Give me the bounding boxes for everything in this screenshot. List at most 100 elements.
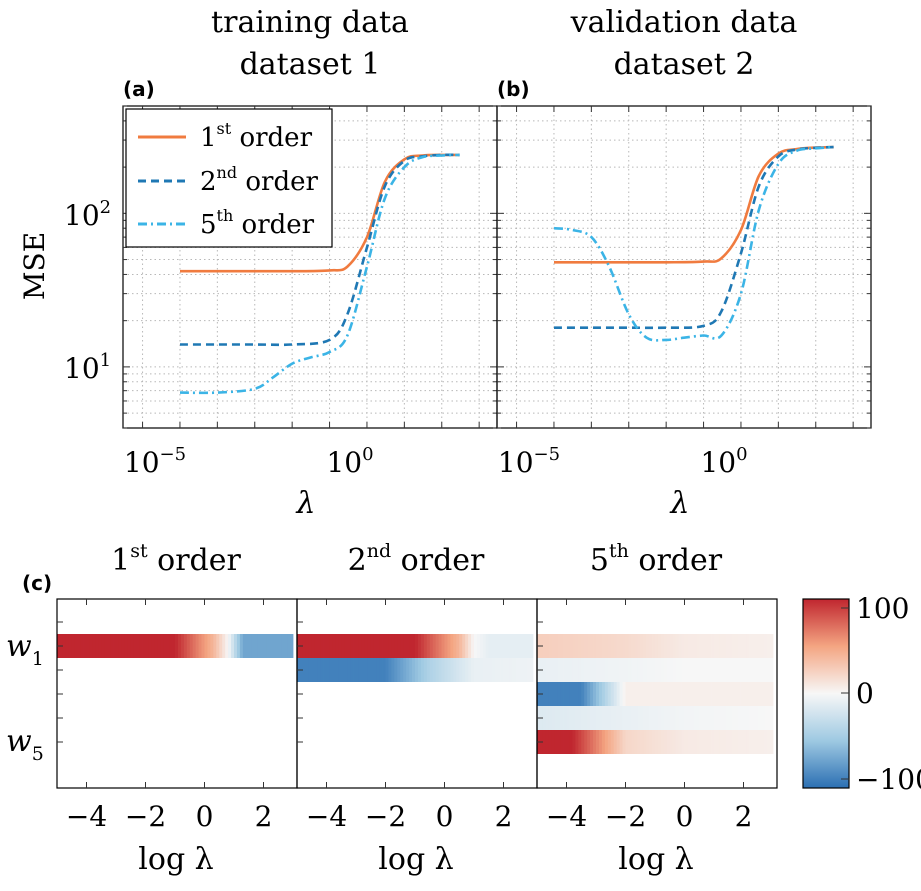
heatmap-cell — [675, 730, 679, 754]
heatmap-cell — [110, 634, 114, 658]
heatmap-cell — [672, 730, 677, 754]
heatmap-cell — [578, 682, 582, 706]
heatmap-cell — [557, 682, 561, 706]
heatmap-cell — [415, 634, 419, 658]
heatmap-cell — [593, 706, 597, 730]
heatmap-cell — [113, 634, 117, 658]
heatmap-cell — [435, 658, 439, 682]
heatmap-cell — [210, 634, 214, 658]
heatmap-cell — [474, 658, 478, 682]
heatmap-cell — [308, 658, 313, 682]
heatmap-cell — [545, 730, 550, 754]
heatmap-cell — [610, 658, 615, 682]
heatmap-cell — [637, 634, 641, 658]
heatmap-cell — [347, 658, 351, 682]
heatmap-cell — [370, 634, 375, 658]
heatmap-cell — [335, 634, 339, 658]
heatmap-cell — [622, 730, 626, 754]
heatmap-xtick-label: −4 — [546, 800, 587, 833]
heatmap-cell — [672, 706, 677, 730]
heatmap-cell — [607, 706, 612, 730]
heatmap-cell — [601, 682, 606, 706]
heatmap-cell — [767, 658, 771, 682]
heatmap-cell — [423, 658, 428, 682]
heatmap-cell — [361, 634, 366, 658]
heatmap-cell — [593, 658, 597, 682]
heatmap-cell — [761, 706, 765, 730]
heatmap-cell — [657, 706, 662, 730]
heatmap-cell — [637, 730, 641, 754]
heatmap-cell — [204, 634, 208, 658]
heatmap-cell — [462, 634, 466, 658]
panel-a-ytick-label: 101 — [64, 350, 111, 385]
heatmap-cell — [557, 706, 561, 730]
heatmap-cell — [412, 634, 416, 658]
heatmap-cell — [678, 682, 682, 706]
heatmap-cell — [714, 682, 718, 706]
heatmap-cell — [593, 634, 597, 658]
heatmap-cell — [566, 706, 570, 730]
heatmap-cell — [479, 658, 484, 682]
panel-a-grid — [123, 105, 497, 429]
heatmap-cell — [764, 706, 768, 730]
heatmap-cell — [545, 706, 550, 730]
heatmap-cell — [696, 658, 700, 682]
heatmap-cell — [77, 634, 81, 658]
heatmap-cell — [222, 634, 226, 658]
legend-label-5th: 5th order — [200, 206, 315, 240]
heatmap-cell — [598, 682, 603, 706]
heatmap-cell — [272, 634, 276, 658]
heatmap-cell — [649, 730, 653, 754]
heatmap-cell — [755, 730, 759, 754]
heatmap-cell — [719, 706, 724, 730]
heatmap-cell — [234, 634, 238, 658]
heatmap-cell — [201, 634, 205, 658]
heatmap-cell — [743, 730, 747, 754]
heatmap-cell — [746, 634, 750, 658]
heatmap-cell — [542, 682, 547, 706]
heatmap-xtick-label: −2 — [125, 800, 166, 833]
heatmap-cell — [308, 634, 313, 658]
heatmap-cell — [557, 730, 561, 754]
heatmap-cell — [622, 682, 626, 706]
heatmap-cell — [98, 634, 102, 658]
heatmap-cell — [616, 682, 620, 706]
heatmap-cell — [554, 706, 559, 730]
heatmap-cell — [101, 634, 105, 658]
heatmap-cell — [560, 634, 564, 658]
heatmap-cell — [596, 634, 600, 658]
heatmap-cell — [657, 658, 662, 682]
heatmap-cell — [530, 634, 534, 658]
heatmap-cell — [652, 730, 656, 754]
heatmap-cell — [770, 730, 774, 754]
heatmap-cell — [731, 706, 736, 730]
heatmap-cell — [581, 706, 585, 730]
heatmap-cell — [663, 730, 668, 754]
heatmap-cell — [266, 634, 270, 658]
colorbar-tick-label: −100 — [856, 763, 921, 796]
heatmap-cell — [488, 658, 493, 682]
heatmap-cell — [767, 730, 771, 754]
heatmap-cell — [133, 634, 138, 658]
heatmap-cell — [228, 634, 232, 658]
heatmap-xtick-label: −2 — [605, 800, 646, 833]
heatmap-cell — [344, 658, 348, 682]
heatmap-cell — [669, 634, 674, 658]
heatmap-cell — [619, 634, 623, 658]
heatmap-cell — [391, 658, 395, 682]
heatmap-cell — [598, 730, 603, 754]
heatmap-cell — [696, 730, 700, 754]
heatmap-cell — [699, 658, 703, 682]
heatmap-cell — [684, 682, 688, 706]
heatmap-cell — [749, 658, 753, 682]
heatmap-cell — [761, 682, 765, 706]
heatmap-cell — [587, 682, 591, 706]
heatmap-cell — [512, 634, 516, 658]
heatmap-cell — [722, 658, 727, 682]
heatmap-cell — [581, 730, 585, 754]
heatmap-cell — [725, 658, 730, 682]
heatmap-cell — [485, 634, 490, 658]
heatmap-cell — [728, 706, 733, 730]
heatmap-cell — [551, 658, 556, 682]
heatmap-cell — [675, 682, 679, 706]
